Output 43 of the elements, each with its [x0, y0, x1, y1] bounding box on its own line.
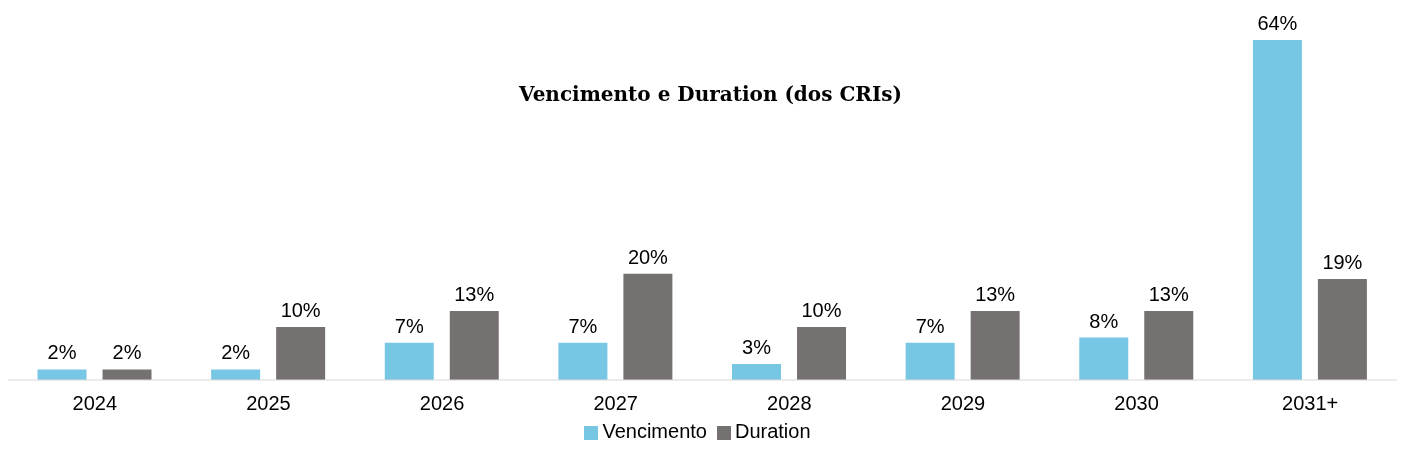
bar: [1317, 279, 1367, 380]
data-label: 2%: [112, 341, 142, 364]
x-tick-label: 2027: [593, 392, 638, 415]
text: Vencimento e Duration (dos CRIs): [517, 82, 904, 106]
x-tick-label: 2031+: [1282, 392, 1339, 415]
data-label: 20%: [627, 245, 669, 268]
bar: [558, 342, 608, 380]
bar: [37, 369, 87, 380]
legend-label: Duration: [734, 420, 811, 442]
bar: [732, 364, 782, 380]
x-tick-label: 2026: [419, 392, 465, 415]
x-tick-label: 2028: [767, 392, 812, 415]
bar: [276, 326, 326, 380]
data-label: 2%: [221, 341, 251, 364]
bar: [970, 310, 1020, 380]
x-tick-label: 2029: [940, 392, 986, 415]
bar: [102, 369, 152, 380]
data-label: 13%: [454, 282, 495, 305]
data-label: 19%: [1322, 251, 1363, 274]
data-label: 10%: [280, 298, 321, 321]
bar: [384, 342, 434, 380]
data-label: 8%: [1089, 309, 1119, 332]
data-label: 10%: [801, 298, 842, 321]
data-label: 7%: [394, 314, 424, 337]
x-tick-label: 2030: [1114, 392, 1159, 415]
bar: [905, 342, 955, 380]
bar: [797, 326, 847, 380]
data-label: 3%: [742, 336, 772, 359]
data-label: 64%: [1257, 12, 1298, 34]
x-tick-label: 2025: [246, 392, 291, 415]
data-label: 13%: [1148, 282, 1189, 305]
bar: [211, 369, 261, 380]
bar: [1144, 310, 1194, 380]
data-label: 13%: [975, 282, 1016, 305]
data-label: 2%: [47, 341, 77, 364]
data-label: 7%: [915, 314, 945, 337]
legend-label: Vencimento: [602, 420, 707, 442]
bar: [623, 273, 673, 380]
bar: [1252, 40, 1302, 380]
bar: [1079, 337, 1129, 380]
bar: [449, 310, 499, 380]
data-label: 7%: [568, 314, 598, 337]
x-tick-label: 2024: [72, 392, 118, 415]
